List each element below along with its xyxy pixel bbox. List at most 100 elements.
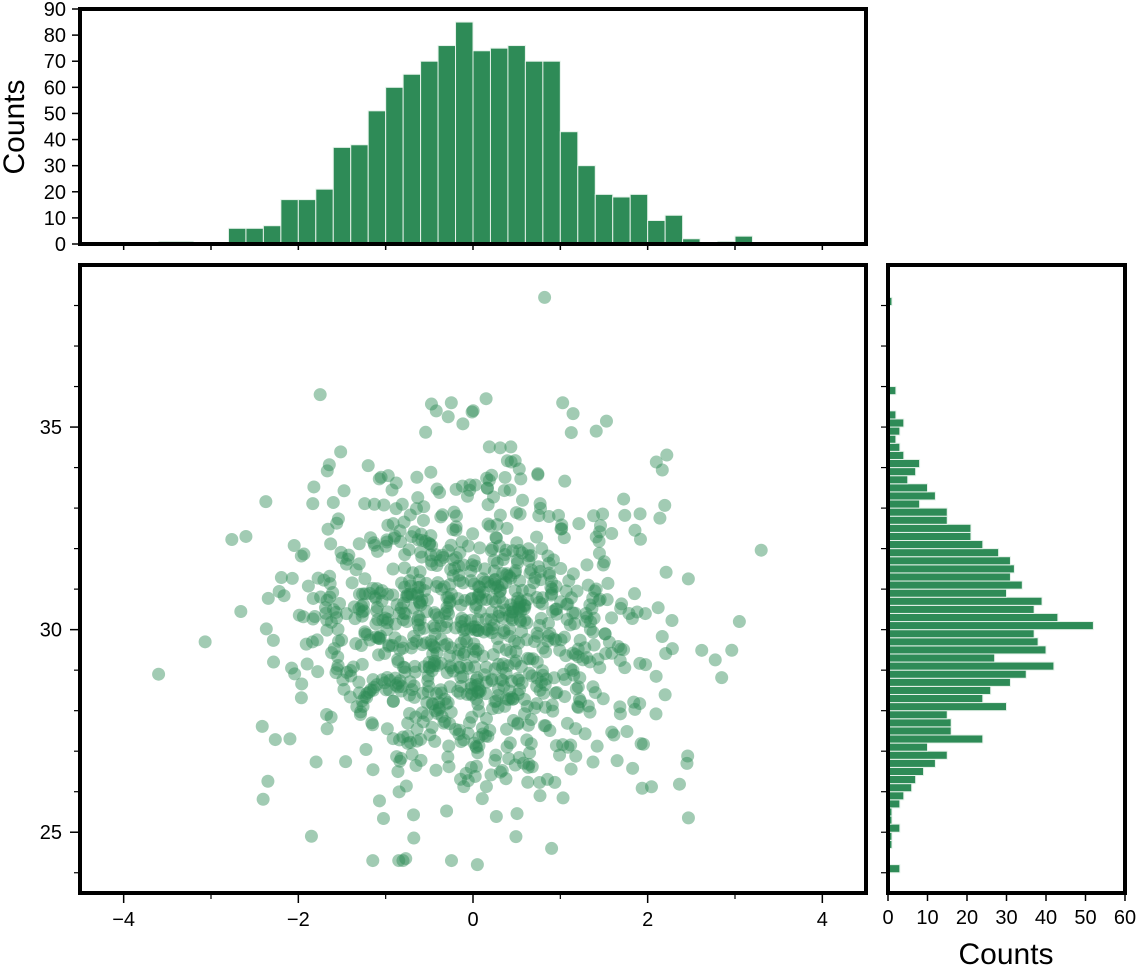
scatter-point: [380, 670, 394, 684]
scatter-point: [403, 706, 417, 720]
scatter-point: [556, 738, 570, 752]
scatter-point: [465, 687, 479, 701]
scatter-point: [533, 564, 547, 578]
right-histogram-bar: [887, 637, 1039, 647]
scatter-point: [440, 615, 454, 629]
scatter-point: [320, 613, 334, 627]
scatter-point: [423, 661, 437, 675]
scatter-point: [454, 598, 468, 612]
scatter-point: [370, 678, 384, 692]
scatter-point: [326, 585, 340, 599]
scatter-point: [509, 506, 523, 520]
scatter-point: [509, 645, 523, 659]
scatter-point: [452, 643, 466, 657]
top-histogram-bar: [594, 193, 614, 245]
scatter-point: [320, 722, 334, 736]
right-histogram-bar: [887, 491, 936, 501]
scatter-point: [556, 791, 570, 805]
scatter-point: [566, 646, 580, 660]
scatter-point: [680, 756, 694, 770]
top-histogram-bar: [245, 227, 264, 245]
scatter-point: [368, 590, 382, 604]
scatter-point: [658, 688, 672, 702]
scatter-point: [446, 553, 460, 567]
scatter-point: [509, 564, 523, 578]
scatter-point: [410, 722, 424, 736]
scatter-point: [695, 643, 709, 657]
scatter-point: [409, 502, 423, 516]
scatter-point: [391, 676, 405, 690]
right-histogram-bar: [887, 572, 1011, 582]
scatter-point: [463, 478, 477, 492]
scatter-point: [386, 588, 400, 602]
scatter-point: [448, 722, 462, 736]
scatter-point: [558, 474, 572, 488]
scatter-point: [511, 602, 525, 616]
scatter-point: [546, 704, 560, 718]
scatter-point: [380, 623, 394, 637]
scatter-point: [460, 489, 474, 503]
scatter-point: [605, 725, 619, 739]
scatter-point: [521, 651, 535, 665]
scatter-point: [359, 743, 373, 757]
scatter-point: [509, 654, 523, 668]
top-histogram-bar: [280, 199, 299, 245]
scatter-point: [198, 635, 212, 649]
scatter-point: [461, 539, 475, 553]
scatter-point: [531, 629, 545, 643]
scatter-point: [428, 606, 442, 620]
scatter-point: [425, 664, 439, 678]
scatter-point: [466, 404, 480, 418]
right-histogram-bar: [887, 458, 921, 469]
scatter-point: [473, 684, 487, 698]
scatter-point: [456, 669, 470, 683]
scatter-point: [415, 638, 429, 652]
scatter-point: [343, 690, 357, 704]
scatter-point: [372, 648, 386, 662]
scatter-x-tick-label: 0: [467, 909, 478, 931]
scatter-point: [398, 561, 412, 575]
right-histogram-bar: [887, 669, 1027, 679]
top-histogram-bar: [664, 214, 684, 245]
scatter-point: [504, 645, 518, 659]
scatter-point: [401, 736, 415, 750]
scatter-point: [435, 548, 449, 562]
scatter-point: [614, 601, 628, 615]
scatter-point: [541, 634, 555, 648]
scatter-point: [660, 448, 674, 462]
scatter-point: [586, 680, 600, 694]
scatter-point: [413, 596, 427, 610]
scatter-point: [649, 669, 663, 683]
scatter-point: [541, 629, 555, 643]
scatter-point: [511, 717, 525, 731]
scatter-point: [434, 683, 448, 697]
scatter-point: [489, 748, 503, 762]
scatter-y-tick-label: 35: [40, 417, 62, 439]
scatter-point: [592, 546, 606, 560]
scatter-point: [457, 780, 471, 794]
scatter-point: [400, 615, 414, 629]
scatter-point: [564, 662, 578, 676]
scatter-point: [490, 632, 504, 646]
scatter-point: [516, 493, 530, 507]
scatter-point: [560, 597, 574, 611]
scatter-point: [453, 574, 467, 588]
scatter-point: [376, 613, 390, 627]
scatter-point: [425, 638, 439, 652]
scatter-point: [502, 609, 516, 623]
scatter-point: [367, 536, 381, 550]
scatter-point: [407, 601, 421, 615]
scatter-point: [424, 529, 438, 543]
scatter-point: [536, 668, 550, 682]
scatter-point: [531, 560, 545, 574]
scatter-point: [490, 518, 504, 532]
scatter-point: [301, 579, 315, 593]
scatter-point: [535, 664, 549, 678]
right-histogram-bar: [887, 677, 1011, 687]
scatter-point: [617, 492, 631, 506]
scatter-point: [500, 722, 514, 736]
scatter-point: [613, 700, 627, 714]
scatter-point: [337, 682, 351, 696]
scatter-point: [464, 681, 478, 695]
